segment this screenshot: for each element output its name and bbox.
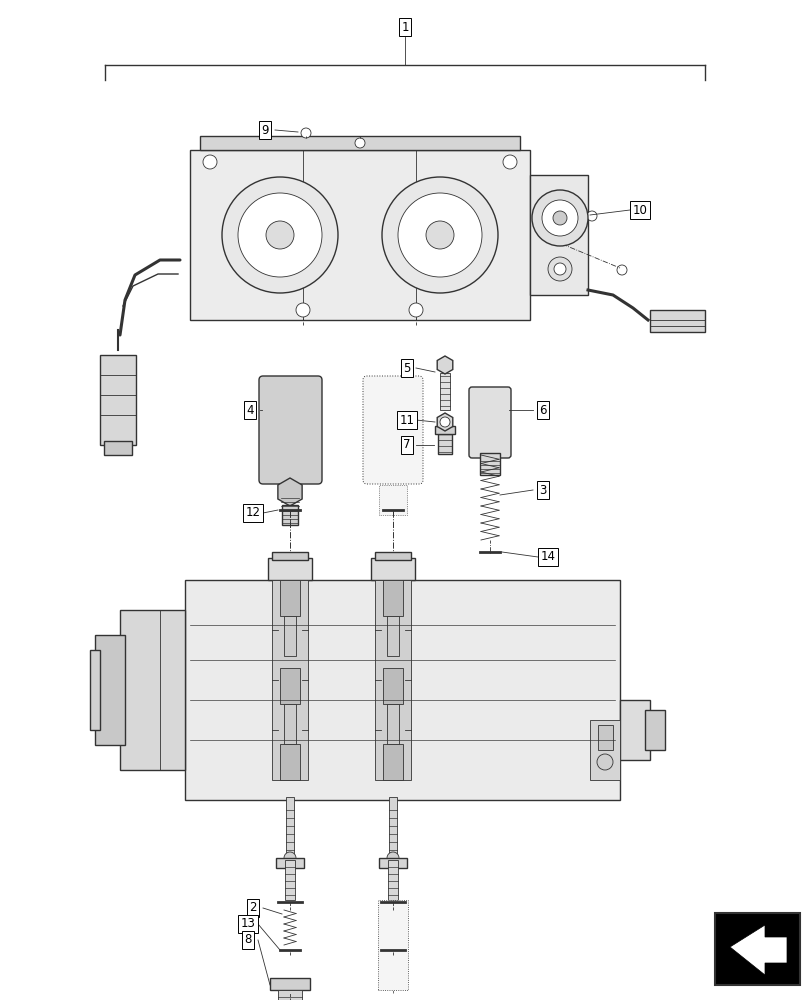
FancyBboxPatch shape (469, 387, 510, 458)
Bar (388, 797, 397, 855)
Bar (281, 505, 298, 525)
Circle shape (553, 263, 565, 275)
Bar (435, 426, 454, 434)
Bar (437, 434, 452, 454)
Bar (104, 441, 132, 455)
Text: 12: 12 (245, 506, 260, 520)
Polygon shape (729, 925, 786, 975)
Bar (649, 310, 704, 332)
Bar (200, 136, 519, 150)
Bar (378, 900, 407, 990)
Circle shape (381, 177, 497, 293)
Circle shape (552, 211, 566, 225)
Bar (383, 668, 402, 704)
Text: 2: 2 (249, 901, 256, 914)
Bar (285, 860, 294, 900)
Circle shape (547, 257, 571, 281)
Text: 10: 10 (632, 204, 646, 217)
Bar (276, 858, 303, 868)
Bar (620, 700, 649, 760)
Text: 14: 14 (540, 550, 555, 564)
Bar (272, 552, 307, 560)
Circle shape (541, 200, 577, 236)
Circle shape (531, 190, 587, 246)
Bar (383, 580, 402, 616)
Bar (379, 858, 406, 868)
Circle shape (284, 852, 296, 864)
Bar (383, 744, 402, 780)
Bar (387, 616, 398, 656)
Bar (277, 990, 302, 1000)
Text: 11: 11 (399, 414, 414, 426)
Bar (95, 635, 125, 745)
Text: 8: 8 (244, 933, 251, 946)
Text: 1: 1 (401, 21, 408, 34)
Circle shape (266, 221, 294, 249)
Bar (440, 373, 449, 410)
Circle shape (586, 211, 596, 221)
Bar (714, 913, 799, 985)
Bar (284, 616, 296, 656)
Bar (375, 552, 410, 560)
Bar (280, 580, 299, 616)
Bar (644, 710, 664, 750)
Bar (100, 355, 135, 445)
Bar (375, 580, 410, 780)
Text: 13: 13 (240, 917, 255, 930)
Text: 5: 5 (403, 361, 410, 374)
Text: 7: 7 (403, 438, 410, 452)
Bar (590, 720, 620, 780)
Bar (284, 704, 296, 744)
Text: 3: 3 (539, 484, 546, 496)
Bar (388, 860, 397, 900)
Circle shape (440, 417, 449, 427)
Bar (285, 797, 294, 855)
Circle shape (502, 155, 517, 169)
Circle shape (596, 754, 612, 770)
Bar (280, 668, 299, 704)
Circle shape (238, 193, 322, 277)
Bar (597, 725, 612, 750)
Circle shape (387, 852, 398, 864)
Circle shape (203, 155, 217, 169)
Text: 6: 6 (539, 403, 546, 416)
Bar (272, 580, 307, 780)
Circle shape (616, 265, 626, 275)
Bar (268, 558, 311, 580)
Circle shape (301, 128, 311, 138)
Circle shape (354, 138, 365, 148)
Bar (530, 175, 587, 295)
Bar (190, 150, 530, 320)
Bar (90, 650, 100, 730)
Bar (185, 580, 620, 800)
Bar (120, 610, 185, 770)
Circle shape (409, 303, 423, 317)
Bar (379, 485, 406, 515)
Circle shape (426, 221, 453, 249)
FancyBboxPatch shape (363, 376, 423, 484)
Bar (270, 978, 310, 990)
Bar (280, 744, 299, 780)
Bar (479, 453, 500, 475)
FancyBboxPatch shape (259, 376, 322, 484)
Circle shape (397, 193, 482, 277)
Text: 9: 9 (261, 124, 268, 137)
Circle shape (221, 177, 337, 293)
Text: 4: 4 (246, 403, 253, 416)
Bar (387, 704, 398, 744)
Bar (371, 558, 414, 580)
Circle shape (296, 303, 310, 317)
